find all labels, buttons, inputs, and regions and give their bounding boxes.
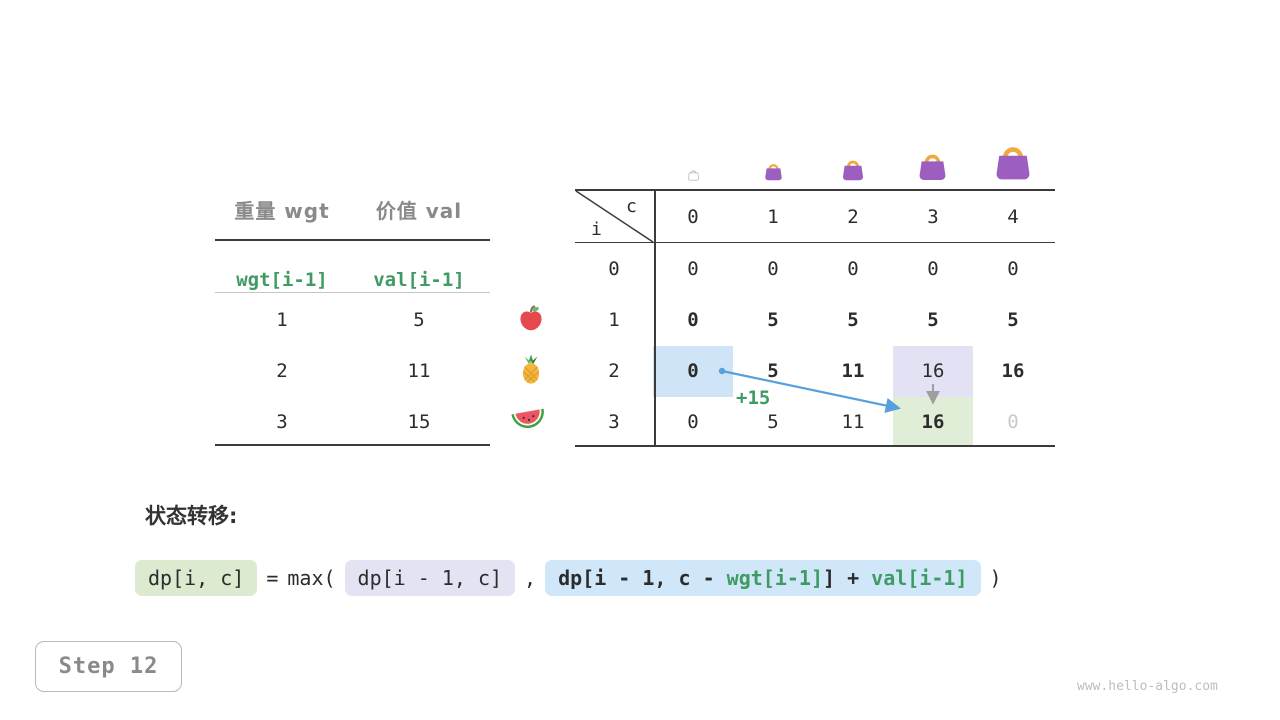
pineapple-icon: [518, 352, 544, 386]
formula-lhs-box: dp[i, c]: [135, 560, 258, 596]
dp-cell-r0c4: 0: [1007, 258, 1019, 280]
dp-cell-r3c2: 11: [841, 411, 865, 433]
step-indicator: Step 12: [35, 641, 182, 692]
step-indicator-label: Step 12: [58, 654, 159, 679]
dp-col-header-4: 4: [1007, 206, 1019, 228]
dp-cell-r2c4: 16: [1001, 360, 1025, 382]
dp-row-header-1: 1: [608, 309, 620, 331]
bag-icon-capacity-3: [916, 150, 949, 181]
dp-corner-label-i: i: [591, 219, 602, 240]
left-table-formula-val: val[i-1]: [373, 269, 465, 291]
section-title-state-transition: 状态转移:: [145, 504, 238, 528]
formula-arg2-mid: ] +: [823, 566, 872, 590]
dp-cell-r1c2: 5: [847, 309, 859, 331]
left-table-divider-mid: [215, 292, 490, 293]
bag-icon-capacity-0: [687, 168, 700, 181]
dp-table-header-divider: [575, 242, 1055, 243]
dp-col-header-2: 2: [847, 206, 859, 228]
dp-col-header-3: 3: [927, 206, 939, 228]
highlight-target-cell: [893, 397, 973, 445]
bag-icon-capacity-2: [840, 157, 866, 181]
formula-arg2-val: val[i-1]: [871, 566, 968, 590]
dp-cell-r1c0: 0: [687, 309, 699, 331]
left-table-header-value: 价值 val: [375, 199, 463, 223]
left-table-divider-bottom: [215, 444, 490, 446]
formula-close-paren: ): [989, 566, 1002, 590]
dp-cell-r1c3: 5: [927, 309, 939, 331]
dp-cell-r2c3: 16: [921, 360, 945, 382]
dp-row-header-3: 3: [608, 411, 620, 433]
dp-cell-r1c4: 5: [1007, 309, 1019, 331]
formula-arg2-wgt: wgt[i-1]: [726, 566, 823, 590]
dp-corner-diagonal: [575, 190, 654, 243]
left-table-divider-top: [215, 239, 490, 241]
dp-cell-r1c1: 5: [767, 309, 779, 331]
dp-cell-r0c2: 0: [847, 258, 859, 280]
formula-equals: =: [266, 566, 279, 590]
dp-corner-label-c: c: [626, 196, 637, 217]
dp-cell-r3c1: 5: [767, 411, 779, 433]
left-table-row3-wgt: 3: [276, 411, 288, 433]
left-table-row2-val: 11: [407, 360, 431, 382]
transition-value-label: +15: [736, 387, 771, 409]
dp-row-header-0: 0: [608, 258, 620, 280]
state-transition-formula: dp[i, c] = max( dp[i - 1, c] , dp[i - 1,…: [135, 560, 1002, 596]
dp-cell-r3c4: 0: [1007, 411, 1019, 433]
formula-comma: ,: [524, 566, 537, 590]
bag-icon-capacity-1: [763, 161, 784, 181]
formula-arg2-prefix: dp[i - 1, c -: [558, 566, 727, 590]
left-table-row1-wgt: 1: [276, 309, 288, 331]
site-watermark: www.hello-algo.com: [1077, 679, 1218, 694]
dp-cell-r3c3: 16: [921, 411, 945, 433]
apple-icon: [517, 304, 545, 332]
dp-table-border-bottom: [575, 445, 1055, 447]
dp-cell-r3c0: 0: [687, 411, 699, 433]
formula-arg2-box: dp[i - 1, c - wgt[i-1]] + val[i-1]: [545, 560, 981, 596]
dp-cell-r0c0: 0: [687, 258, 699, 280]
formula-max-open: max(: [287, 566, 336, 590]
left-table-header-weight: 重量 wgt: [234, 199, 330, 223]
watermelon-icon: [511, 407, 548, 433]
formula-arg1-box: dp[i - 1, c]: [344, 560, 516, 596]
left-table-row3-val: 15: [407, 411, 431, 433]
dp-cell-r0c1: 0: [767, 258, 779, 280]
bag-icon-capacity-4: [992, 141, 1034, 181]
dp-table-vertical-divider: [654, 189, 656, 447]
left-table-formula-wgt: wgt[i-1]: [236, 269, 328, 291]
dp-cell-r2c2: 11: [841, 360, 865, 382]
dp-table-border-top: [575, 189, 1055, 191]
dp-cell-r0c3: 0: [927, 258, 939, 280]
left-table-row1-val: 5: [413, 309, 425, 331]
dp-cell-r2c0: 0: [687, 360, 699, 382]
dp-col-header-0: 0: [687, 206, 699, 228]
dp-row-header-2: 2: [608, 360, 620, 382]
dp-col-header-1: 1: [767, 206, 779, 228]
left-table-row2-wgt: 2: [276, 360, 288, 382]
